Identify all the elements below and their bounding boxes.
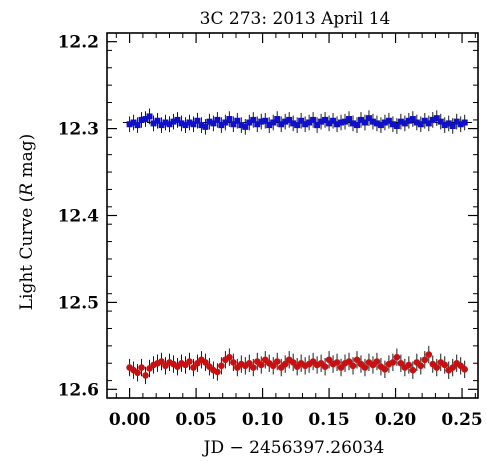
data-point-circle (362, 364, 369, 371)
data-point-circle (274, 358, 281, 365)
series-1 (123, 109, 473, 135)
x-tick-label: 0.20 (375, 410, 417, 430)
data-point-circle (218, 363, 225, 370)
data-point-circle (350, 363, 357, 370)
data-point-circle (390, 359, 397, 366)
x-tick-label: 0.25 (441, 410, 482, 430)
data-point-circle (322, 363, 329, 370)
axes-frame (107, 33, 478, 398)
y-axis-label: Light Curve (R mag) (17, 134, 37, 311)
data-point-square (226, 116, 232, 122)
data-point-circle (382, 366, 389, 373)
chart-title: 3C 273: 2013 April 14 (200, 9, 391, 29)
data-point-square (202, 124, 208, 130)
data-point-square (214, 117, 220, 123)
y-tick-label: 12.3 (58, 120, 99, 140)
data-point-circle (410, 367, 417, 374)
axis-ticks: 0.00 0.05 0.10 0.15 0.20 0.25 12.2 12.3 12.4 12.5… (58, 33, 483, 430)
data-point-circle (425, 351, 432, 358)
y-tick-label: 12.6 (58, 380, 99, 400)
y-axis-label-suffix: mag) (17, 134, 37, 183)
data-point-circle (418, 363, 425, 370)
data-point-circle (422, 356, 429, 363)
data-point-circle (394, 354, 401, 361)
y-axis-label-band: R (17, 183, 37, 197)
y-axis-label-prefix: Light Curve ( (17, 196, 37, 311)
y-tick-label: 12.2 (58, 33, 99, 53)
data-point-square (310, 117, 316, 123)
data-point-square (147, 113, 153, 119)
data-point-circle (142, 372, 149, 379)
x-tick-label: 0.05 (175, 410, 216, 430)
y-tick-label: 12.5 (58, 293, 99, 313)
x-tick-label: 0.00 (109, 410, 151, 430)
data-point-circle (186, 358, 193, 365)
data-point-square (274, 116, 280, 122)
series-2 (126, 346, 468, 384)
data-point-circle (226, 354, 233, 361)
data-point-square (462, 120, 468, 126)
data-point-circle (374, 358, 381, 365)
x-axis-label: JD − 2456397.26034 (202, 438, 385, 458)
data-point-circle (441, 362, 448, 369)
data-point-circle (230, 359, 237, 366)
data-point-circle (214, 369, 221, 376)
y-tick-label: 12.4 (58, 207, 100, 227)
data-point-circle (406, 362, 413, 369)
data-point-circle (258, 362, 265, 369)
plot-area (123, 109, 473, 384)
data-point-square (135, 122, 141, 128)
data-point-circle (134, 369, 141, 376)
x-tick-label: 0.15 (308, 410, 349, 430)
data-point-circle (138, 364, 145, 371)
data-point-circle (250, 364, 257, 371)
data-point-circle (334, 359, 341, 366)
data-point-circle (433, 364, 440, 371)
data-point-circle (461, 366, 468, 373)
x-tick-label: 0.10 (242, 410, 284, 430)
plot-frame (107, 33, 478, 398)
data-point-square (354, 122, 360, 128)
